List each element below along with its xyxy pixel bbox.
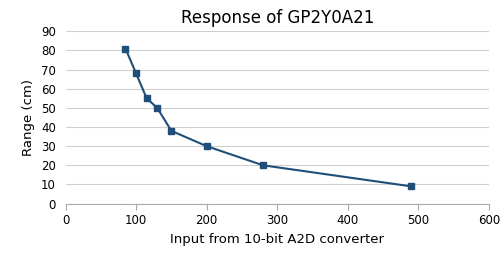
X-axis label: Input from 10-bit A2D converter: Input from 10-bit A2D converter	[170, 233, 384, 246]
Title: Response of GP2Y0A21: Response of GP2Y0A21	[180, 9, 374, 27]
Y-axis label: Range (cm): Range (cm)	[22, 79, 35, 156]
